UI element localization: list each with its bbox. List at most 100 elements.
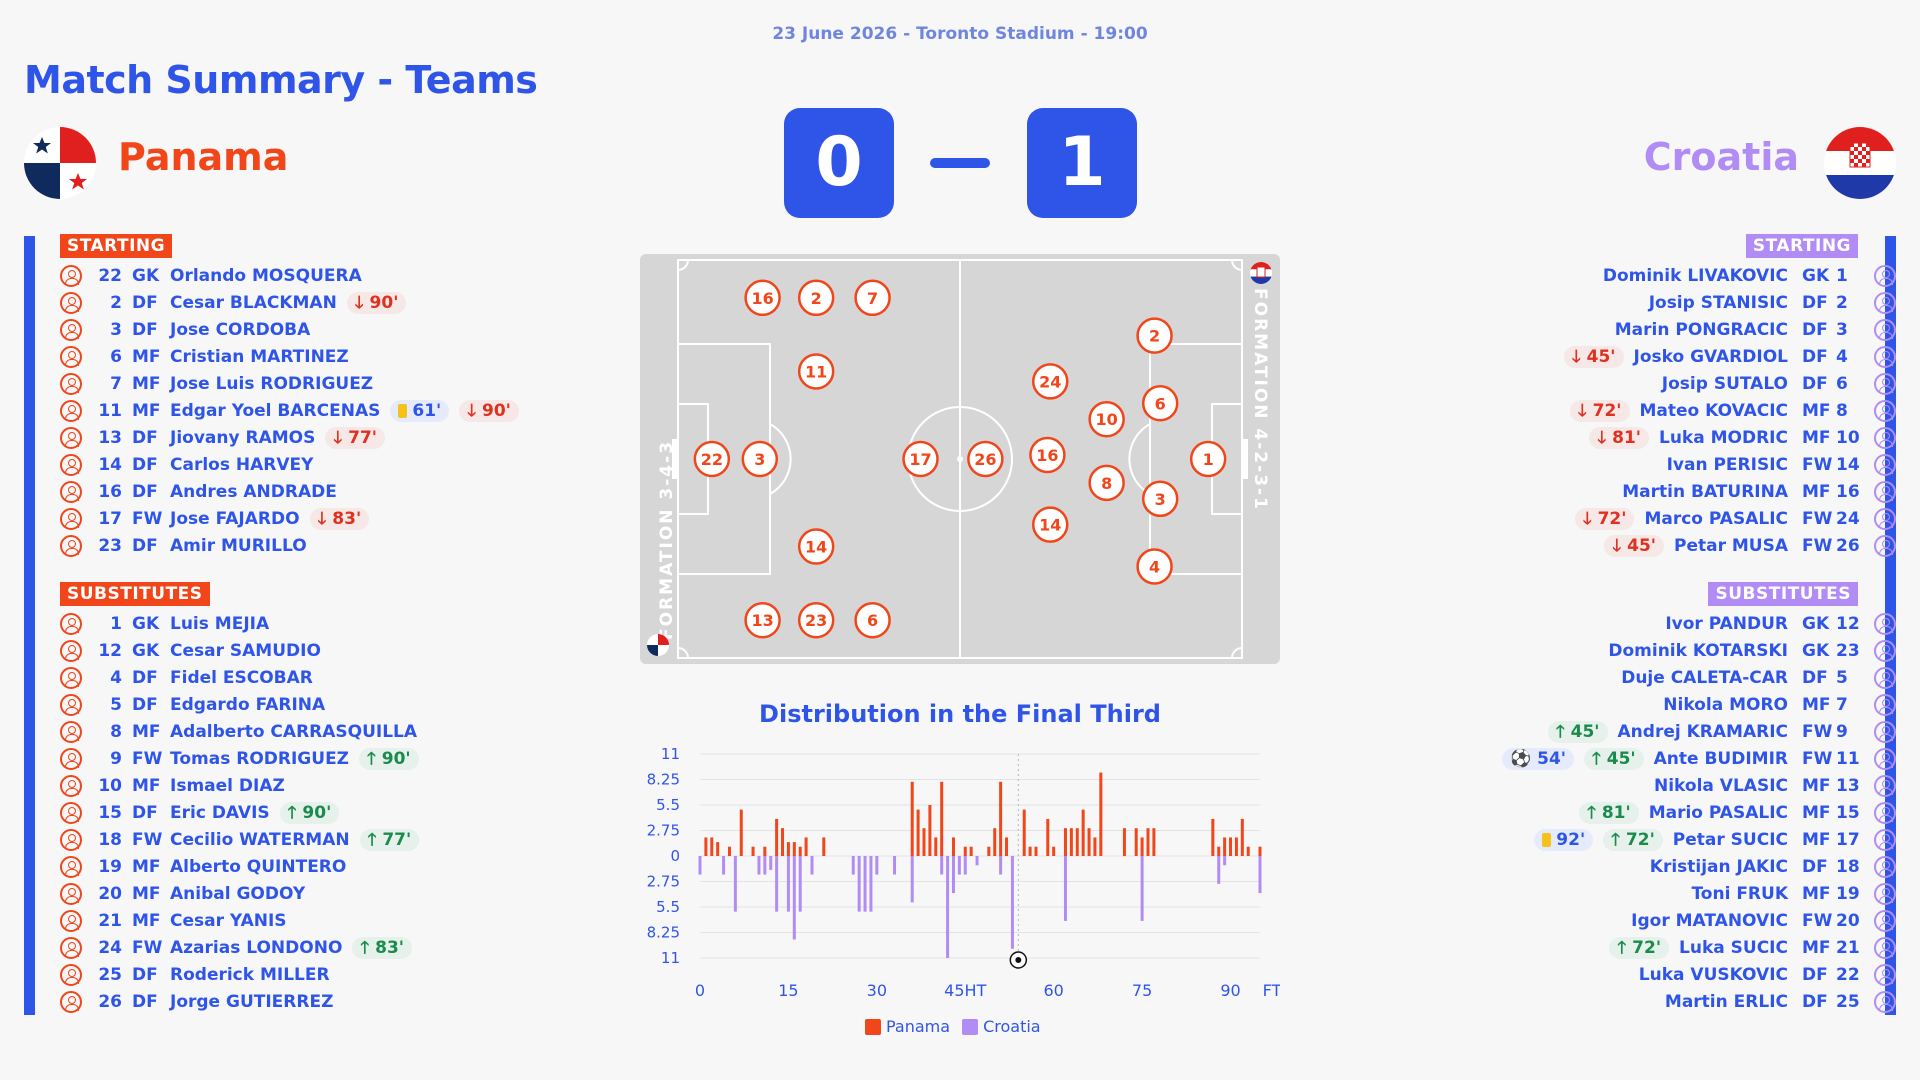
- pitch-player-number: 8: [1101, 474, 1112, 493]
- bar-croatia: [1063, 856, 1067, 921]
- x-tick-label: 75: [1132, 981, 1152, 1000]
- bar-croatia: [1217, 856, 1221, 884]
- event-badge-text: 🡑 45': [1555, 721, 1600, 742]
- player-position: FW: [132, 748, 163, 769]
- pitch-player-number: 26: [974, 450, 996, 469]
- bar-croatia: [757, 856, 761, 875]
- player-row: Martin ERLIC DF 25: [1376, 988, 1896, 1015]
- bar-panama: [751, 846, 755, 856]
- event-badge-on: 🡑 90': [359, 747, 419, 770]
- bar-croatia: [1140, 856, 1144, 921]
- player-icon: [60, 345, 82, 368]
- player-icon: [60, 720, 82, 743]
- player-number: 21: [98, 910, 122, 931]
- event-badge-off: 🡓 90': [459, 399, 519, 422]
- home-pitch-player: 16: [744, 279, 781, 317]
- home-pitch-player: 3: [741, 440, 779, 478]
- x-tick-label: 0: [695, 981, 705, 1000]
- player-position: DF: [132, 481, 158, 502]
- away-pitch-player: 2: [1136, 317, 1173, 354]
- player-name: Mateo KOVACIC: [1639, 400, 1788, 421]
- home-pitch-player: 11: [797, 353, 835, 390]
- player-position: MF: [1802, 802, 1831, 823]
- player-icon: [60, 990, 82, 1013]
- player-name: Ante BUDIMIR: [1653, 748, 1788, 769]
- bar-croatia: [698, 856, 702, 875]
- y-tick-label: 5.5: [656, 796, 680, 814]
- player-row: 92' 🡑 72' Petar SUCIC MF 17: [1376, 826, 1896, 853]
- player-icon: [60, 534, 82, 557]
- bar-panama: [1217, 846, 1221, 856]
- bar-panama: [928, 805, 932, 856]
- event-badge-off: 🡓 77': [325, 426, 385, 449]
- player-name: Jose Luis RODRIGUEZ: [170, 373, 374, 394]
- player-number: 26: [98, 991, 122, 1012]
- pitch-player-marker: [1141, 385, 1179, 422]
- bar-croatia: [722, 856, 726, 875]
- player-position: DF: [132, 427, 158, 448]
- player-position: GK: [132, 613, 160, 634]
- bar-panama: [822, 837, 826, 856]
- player-name: Dominik LIVAKOVIC: [1602, 265, 1788, 286]
- player-icon: [60, 963, 82, 986]
- pitch-player-marker: [854, 279, 891, 317]
- player-icon: [60, 264, 82, 287]
- player-icon: [60, 612, 82, 635]
- player-icon: [60, 882, 82, 905]
- player-icon: [60, 372, 82, 395]
- player-icon: [1874, 507, 1896, 530]
- event-badge-off: 🡓 81': [1589, 426, 1649, 449]
- player-position: MF: [132, 910, 161, 931]
- bar-croatia: [975, 856, 979, 866]
- bar-panama: [916, 809, 920, 856]
- player-position: DF: [132, 694, 158, 715]
- away-subs-label: SUBSTITUTES: [1708, 582, 1858, 606]
- x-tick-label: 60: [1044, 981, 1064, 1000]
- away-formation: FORMATION 4-2-3-1: [1250, 288, 1270, 511]
- player-icon: [1874, 264, 1896, 287]
- player-row: Kristijan JAKIC DF 18: [1376, 853, 1896, 880]
- player-position: DF: [132, 802, 158, 823]
- player-row: 17 FW Jose FAJARDO 🡓 83': [60, 505, 580, 532]
- event-badge-text: 92': [1556, 829, 1586, 850]
- player-number: 4: [110, 667, 122, 688]
- croatia-mini-flag-icon: [1250, 262, 1272, 284]
- player-row: 10 MF Ismael DIAZ: [60, 772, 580, 799]
- event-badge-text: 🡑 77': [367, 829, 412, 850]
- player-icon: [60, 507, 82, 530]
- home-pitch-player: 6: [854, 601, 891, 639]
- bar-panama: [781, 828, 785, 856]
- player-position: DF: [1802, 964, 1828, 985]
- player-position: DF: [1802, 292, 1828, 313]
- home-subs-label: SUBSTITUTES: [60, 582, 210, 606]
- player-number: 1: [1836, 265, 1848, 286]
- bar-panama: [1258, 846, 1262, 856]
- home-pitch-player: 23: [797, 601, 835, 639]
- chart-legend: Panama Croatia: [865, 1017, 1053, 1036]
- player-position: MF: [132, 775, 161, 796]
- pitch-player-number: 3: [1155, 490, 1166, 509]
- player-name: Andres ANDRADE: [170, 481, 337, 502]
- event-badge-card: 61': [390, 399, 450, 422]
- away-pitch-player: 4: [1136, 548, 1173, 585]
- player-number: 24: [1836, 508, 1860, 529]
- bar-panama: [993, 828, 997, 856]
- player-icon: [1874, 963, 1896, 986]
- event-badge-off: 🡓 45': [1604, 534, 1664, 557]
- player-name: Petar MUSA: [1673, 535, 1788, 556]
- bar-croatia: [875, 856, 879, 875]
- player-position: DF: [132, 319, 158, 340]
- player-icon: [1874, 318, 1896, 341]
- player-row: 16 DF Andres ANDRADE: [60, 478, 580, 505]
- player-row: 26 DF Jorge GUTIERREZ: [60, 988, 580, 1015]
- bar-panama: [1046, 818, 1050, 856]
- pitch-player-number: 13: [751, 611, 773, 630]
- away-pitch-player: 14: [1031, 506, 1069, 543]
- player-position: FW: [1802, 454, 1833, 475]
- bar-panama: [775, 818, 779, 856]
- bar-panama: [934, 837, 938, 856]
- player-number: 7: [1836, 694, 1848, 715]
- pitch-player-marker: [797, 279, 835, 317]
- player-icon: [60, 480, 82, 503]
- legend-swatch-panama: [865, 1018, 881, 1035]
